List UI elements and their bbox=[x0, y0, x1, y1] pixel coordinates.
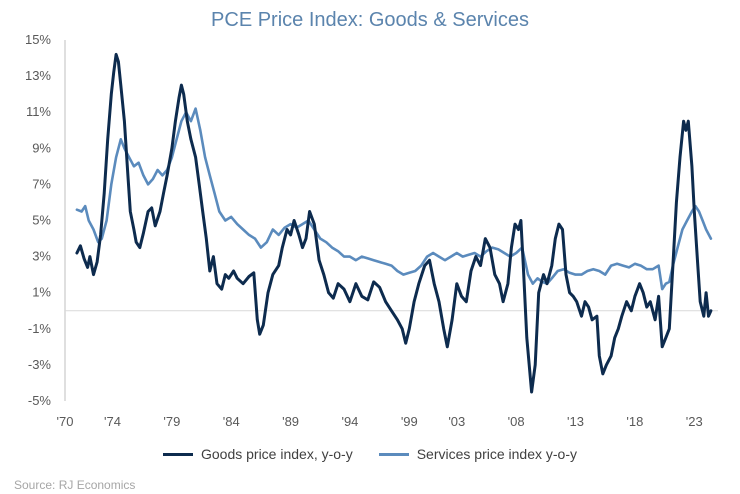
series-line-goods bbox=[75, 52, 713, 394]
x-tick-label: '18 bbox=[626, 414, 643, 429]
y-tick-label: 1% bbox=[32, 285, 51, 300]
series-line-services bbox=[75, 107, 713, 291]
legend-swatch-goods bbox=[162, 452, 193, 456]
x-tick-label: '94 bbox=[341, 414, 358, 429]
y-tick-label: 13% bbox=[25, 68, 51, 83]
source-note: Source: RJ Economics bbox=[14, 478, 136, 492]
x-tick-label: '13 bbox=[567, 414, 584, 429]
y-tick-label: 15% bbox=[25, 32, 51, 47]
y-tick-label: 3% bbox=[32, 249, 51, 264]
y-tick-label: -1% bbox=[28, 321, 52, 336]
x-tick-label: '03 bbox=[448, 414, 465, 429]
chart-title: PCE Price Index: Goods & Services bbox=[211, 9, 529, 31]
y-tick-label: 11% bbox=[26, 104, 51, 119]
legend-label-services: Services price index y-o-y bbox=[416, 446, 577, 462]
legend-label-goods: Goods price index, y-o-y bbox=[200, 446, 353, 462]
y-tick-label: 5% bbox=[32, 213, 51, 228]
legend-swatch-services bbox=[378, 452, 409, 456]
x-tick-label: '84 bbox=[223, 414, 240, 429]
legend-item-services[interactable]: Services price index y-o-y bbox=[378, 446, 577, 462]
y-tick-label: -3% bbox=[28, 357, 52, 372]
x-tick-label: '99 bbox=[401, 414, 418, 429]
y-tick-label: -5% bbox=[28, 393, 52, 408]
y-tick-label: 9% bbox=[32, 140, 51, 155]
axes: 15% 13% 11% 9% 7% 5% 3% 1% -1% -3% -5% '70 '74 '79 '84… bbox=[25, 32, 718, 429]
x-tick-label: '08 bbox=[508, 414, 525, 429]
legend-item-goods[interactable]: Goods price index, y-o-y bbox=[162, 446, 353, 462]
y-tick-label: 7% bbox=[32, 176, 51, 191]
x-tick-label: '89 bbox=[282, 414, 299, 429]
x-tick-label: '74 bbox=[104, 414, 121, 429]
x-tick-label: '23 bbox=[686, 414, 703, 429]
x-tick-label: '70 bbox=[57, 414, 74, 429]
series-layer bbox=[75, 52, 713, 394]
legend: Goods price index, y-o-y Services price … bbox=[0, 446, 740, 462]
x-tick-label: '79 bbox=[163, 414, 180, 429]
